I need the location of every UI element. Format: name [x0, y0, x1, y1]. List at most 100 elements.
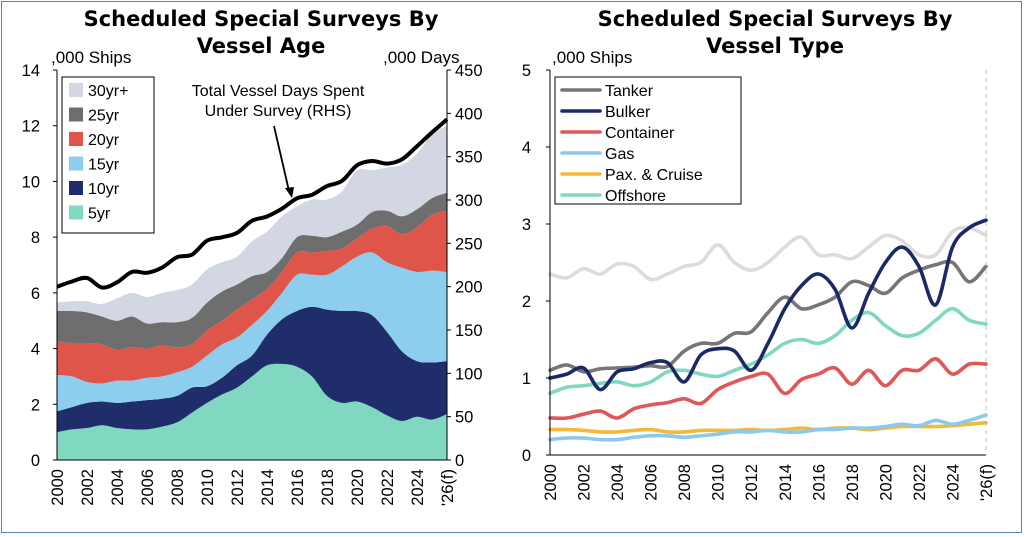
- chart-right-legend: Tanker Bulker Container Gas Pax. & Cruise Off…: [554, 76, 742, 205]
- y-tick-label: 1: [522, 370, 531, 388]
- chart-left-title-line2: Vessel Age: [197, 34, 326, 58]
- chart-right-title-line2: Vessel Type: [706, 34, 844, 58]
- left-x-tick-label: 2004: [109, 469, 127, 506]
- left-y-tick-label: 4: [31, 341, 40, 359]
- right-y-tick-label: 50: [455, 409, 473, 427]
- left-y-tick-label: 2: [31, 396, 40, 414]
- legend-swatch: [69, 205, 83, 220]
- left-x-tick-label: 2000: [49, 469, 67, 506]
- legend-swatch: [69, 83, 83, 97]
- chart-left-areas: [57, 125, 447, 460]
- right-x-tick-label: 2004: [609, 464, 627, 501]
- line-container: [548, 357, 988, 421]
- left-y-tick-label: 14: [22, 62, 40, 80]
- right-y-tick-label: 150: [455, 322, 483, 340]
- right-y-tick-label: 0: [455, 452, 464, 470]
- area-30yr: [57, 125, 447, 324]
- right-x-tick-label: '26(f): [978, 464, 996, 501]
- right-x-tick-label: 2014: [777, 464, 795, 501]
- left-y-tick-label: 10: [22, 173, 40, 191]
- line-offshore: [548, 306, 988, 396]
- legend-label: Tanker: [605, 83, 654, 100]
- chart-left: Scheduled Special Surveys By Vessel Age …: [22, 7, 483, 506]
- right-x-tick-label: 2020: [877, 464, 895, 501]
- total-days-line: [56, 117, 449, 290]
- right-y-tick-label: 350: [455, 149, 483, 167]
- chart-right-axes: 0 1 2 3 4 5 2000 2002 2004 2006 2008 2010 2012 2014 20…: [522, 62, 996, 501]
- area-10yr: [57, 306, 447, 433]
- legend-swatch: [69, 156, 83, 171]
- chart-right: Scheduled Special Surveys By Vessel Type…: [522, 7, 996, 501]
- line-bulker: [548, 218, 988, 392]
- legend-swatch: [69, 107, 83, 122]
- right-x-tick-label: 2002: [576, 464, 594, 501]
- y-tick-label: 2: [522, 293, 531, 311]
- area-5yr: [57, 363, 447, 460]
- right-y-tick-label: 400: [455, 105, 483, 123]
- chart-right-ylabel: ,000 Ships: [552, 48, 632, 67]
- right-x-tick-label: 2018: [844, 464, 862, 501]
- y-tick-label: 3: [522, 216, 531, 234]
- left-x-tick-label: 2020: [349, 469, 367, 506]
- legend-label: 20yr: [88, 132, 120, 149]
- left-x-tick-label: 2022: [379, 469, 397, 506]
- left-x-tick-label: 2014: [259, 469, 277, 506]
- right-x-tick-label: 2024: [945, 464, 963, 501]
- left-y-tick-label: 0: [31, 452, 40, 470]
- right-y-tick-label: 200: [455, 279, 483, 297]
- area-15yr: [57, 252, 447, 412]
- right-x-tick-label: 2012: [743, 464, 761, 501]
- chart-left-y2label: ,000 Days: [383, 48, 460, 67]
- left-x-tick-label: '26(f): [439, 469, 457, 506]
- y-tick-label: 5: [522, 62, 531, 80]
- right-x-tick-label: 2006: [643, 464, 661, 501]
- right-x-tick-label: 2000: [542, 464, 560, 501]
- y-tick-label: 4: [522, 139, 531, 157]
- legend-label: 25yr: [88, 108, 120, 125]
- right-y-tick-label: 450: [455, 62, 483, 80]
- chart-left-legend: 30yr+ 25yr 20yr 15yr 10yr 5yr: [61, 76, 155, 234]
- line-background-series: [548, 225, 988, 282]
- left-x-tick-label: 2002: [79, 469, 97, 506]
- right-x-tick-label: 2008: [676, 464, 694, 501]
- legend-box: [554, 76, 742, 205]
- chart-left-axes: 0 2 4 6 8 10 12 14 0 50 100 150 200 250 300 350 400 450 20…: [22, 62, 483, 506]
- right-y-tick-label: 100: [455, 365, 483, 383]
- chart-right-lines: [548, 218, 988, 442]
- left-x-tick-label: 2024: [409, 469, 427, 506]
- legend-label: 30yr+: [88, 83, 128, 100]
- right-y-tick-label: 300: [455, 192, 483, 210]
- legend-label: 10yr: [88, 181, 120, 198]
- legend-label: Offshore: [605, 188, 666, 205]
- chart-left-total-days: [56, 117, 449, 290]
- right-x-tick-label: 2022: [911, 464, 929, 501]
- legend-label: Container: [605, 125, 675, 142]
- legend-swatch: [69, 181, 83, 195]
- line-tanker: [548, 259, 988, 374]
- left-y-tick-label: 12: [22, 118, 40, 136]
- legend-label: 5yr: [88, 206, 111, 223]
- legend-label: Pax. & Cruise: [605, 167, 703, 184]
- left-x-tick-label: 2008: [169, 469, 187, 506]
- left-x-tick-label: 2006: [139, 469, 157, 506]
- left-x-tick-label: 2010: [199, 469, 217, 506]
- chart-right-title-line1: Scheduled Special Surveys By: [598, 7, 953, 31]
- area-25yr: [57, 192, 447, 351]
- legend-label: Bulker: [605, 104, 651, 121]
- chart-left-title-line1: Scheduled Special Surveys By: [84, 7, 439, 31]
- chart-left-annotation-line1: Total Vessel Days Spent: [192, 83, 365, 100]
- chart-left-annotation-arrow: [273, 125, 294, 198]
- right-x-tick-label: 2016: [810, 464, 828, 501]
- chart-left-ylabel: ,000 Ships: [51, 48, 131, 67]
- right-x-tick-label: 2010: [710, 464, 728, 501]
- y-tick-label: 0: [522, 447, 531, 465]
- left-x-tick-label: 2018: [319, 469, 337, 506]
- chart-left-annotation-line2: Under Survey (RHS): [205, 103, 352, 120]
- left-x-tick-label: 2016: [289, 469, 307, 506]
- line-gas: [548, 413, 988, 442]
- area-20yr: [57, 210, 447, 384]
- legend-label: Gas: [605, 146, 634, 163]
- left-y-tick-label: 6: [31, 285, 40, 303]
